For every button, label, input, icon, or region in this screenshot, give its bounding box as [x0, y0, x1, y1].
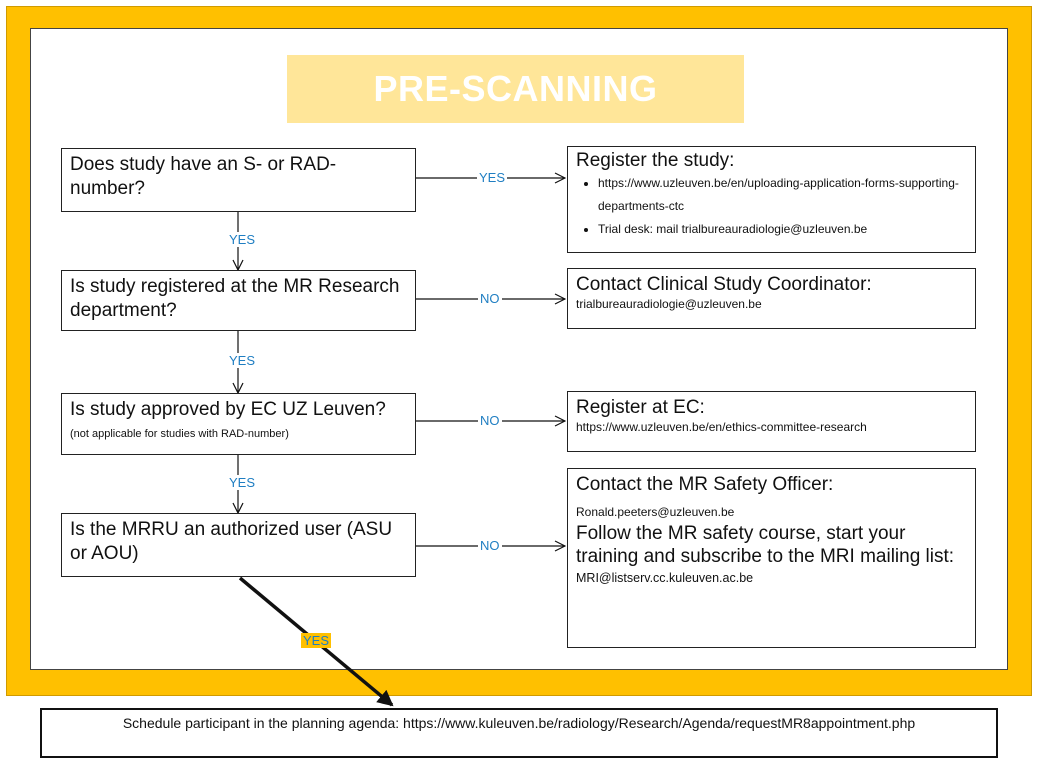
action-heading: Contact Clinical Study Coordinator: [576, 274, 872, 295]
edge-label-q4-down: YES [301, 633, 332, 648]
action-heading: Contact the MR Safety Officer: [576, 474, 834, 495]
safety-officer-email: Ronald.peeters@uzleuven.be [576, 505, 735, 519]
action-register-ec: Register at EC: https://www.uzleuven.be/… [567, 391, 976, 452]
question-registered-mr: Is study registered at the MR Research d… [61, 270, 416, 331]
question-text: Is study registered at the MR Research d… [70, 276, 400, 321]
edge-label-q1-down: YES [227, 232, 258, 247]
question-text: Does study have an S- or RAD-number? [70, 154, 337, 199]
question-note: (not applicable for studies with RAD-num… [70, 428, 289, 440]
ec-url: https://www.uzleuven.be/en/ethics-commit… [576, 420, 867, 434]
action-register-study: Register the study: https://www.uzleuven… [567, 146, 976, 253]
edge-label-q1-right: YES [477, 170, 508, 185]
edge-label-q3-right: NO [478, 413, 502, 428]
action-contact-coordinator: Contact Clinical Study Coordinator: tria… [567, 268, 976, 329]
bullet-item: Trial desk: mail trialbureauradiologie@u… [598, 218, 967, 241]
bullet-item: https://www.uzleuven.be/en/uploading-app… [598, 172, 967, 218]
question-authorized-user: Is the MRRU an authorized user (ASU or A… [61, 513, 416, 577]
page-title: PRE-SCANNING [373, 68, 658, 109]
question-text: Is the MRRU an authorized user (ASU or A… [70, 519, 393, 564]
action-heading: Register at EC: [576, 397, 705, 418]
edge-label-q3-down: YES [227, 475, 258, 490]
question-text: Is study approved by EC UZ Leuven? [70, 399, 386, 420]
question-s-rad-number: Does study have an S- or RAD-number? [61, 148, 416, 212]
action-bullet-list: https://www.uzleuven.be/en/uploading-app… [576, 172, 967, 241]
final-step-text: Schedule participant in the planning age… [122, 715, 916, 731]
action-heading: Register the study: [576, 150, 735, 171]
question-ec-approved: Is study approved by EC UZ Leuven? (not … [61, 393, 416, 455]
coordinator-email: trialbureauradiologie@uzleuven.be [576, 297, 762, 311]
edge-label-q4-right: NO [478, 538, 502, 553]
action-safety-officer: Contact the MR Safety Officer: Ronald.pe… [567, 468, 976, 648]
final-step-box: Schedule participant in the planning age… [40, 708, 998, 758]
mailing-list-email: MRI@listserv.cc.kuleuven.ac.be [576, 571, 754, 585]
title-banner: PRE-SCANNING [287, 55, 744, 123]
edge-label-q2-down: YES [227, 353, 258, 368]
safety-course-text: Follow the MR safety course, start your … [576, 523, 955, 567]
edge-label-q2-right: NO [478, 291, 502, 306]
